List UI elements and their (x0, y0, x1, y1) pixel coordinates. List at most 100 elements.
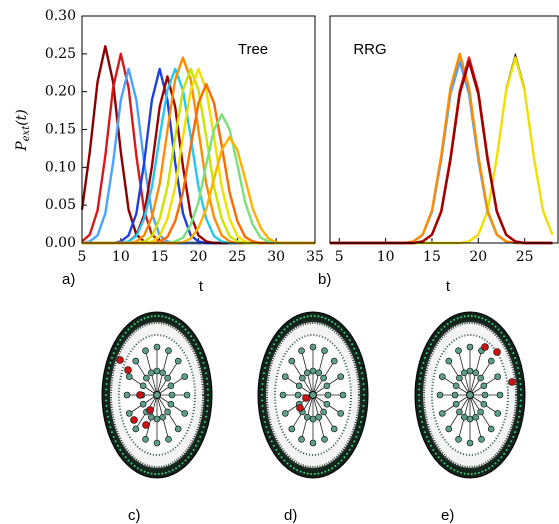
tree-leaf (437, 456, 440, 459)
tree-node (320, 374, 327, 382)
tree-node (315, 413, 323, 421)
x-tick-label: 15 (151, 249, 169, 265)
tree-leaf (197, 440, 200, 443)
tree-leaf (423, 431, 426, 434)
tree-leaf (519, 404, 522, 407)
tree-node (472, 369, 480, 377)
tree-leaf (306, 472, 309, 475)
tree-node (309, 343, 317, 351)
tree-leaf (434, 452, 437, 455)
tree-leaf (500, 331, 503, 334)
y-tick-label: 0.00 (45, 235, 76, 251)
tree-node (147, 413, 155, 421)
tree-leaf (449, 467, 452, 470)
tree-node (165, 436, 172, 443)
tree-leaf (147, 316, 150, 319)
tree-node (321, 347, 328, 354)
tree-leaf (463, 472, 466, 475)
tree-leaf (340, 328, 343, 331)
tree-node (153, 367, 161, 375)
tree-node (309, 439, 317, 447)
tree-leaf (418, 394, 420, 396)
tree-leaf (195, 444, 198, 447)
tree-leaf (317, 472, 320, 475)
tree-leaf (261, 388, 264, 391)
infected-node (146, 406, 154, 414)
tree-node (142, 436, 149, 443)
tree-leaf (425, 435, 428, 438)
tree-leaf (359, 366, 362, 369)
tree-leaf (133, 465, 136, 468)
tree-node (174, 425, 182, 433)
tree-node (323, 400, 331, 408)
tree-leaf (105, 383, 108, 386)
tree-leaf (270, 440, 273, 443)
tree-leaf (275, 448, 278, 451)
tree-node (183, 391, 191, 399)
tree-leaf (106, 372, 109, 375)
tree-leaf (351, 444, 354, 447)
tree-leaf (519, 383, 522, 386)
infected-node (116, 356, 124, 364)
tree-leaf (443, 462, 446, 465)
tree-leaf (289, 322, 292, 325)
tree-leaf (168, 470, 171, 473)
tree-node (330, 357, 338, 365)
tree-node (315, 369, 323, 377)
tree-leaf (510, 347, 513, 350)
y-tick-label: 0.10 (45, 159, 76, 175)
tree-leaf (320, 316, 323, 319)
tree-leaf (419, 410, 422, 413)
tree-leaf (432, 339, 435, 342)
tree-leaf (197, 347, 200, 350)
tree-leaf (518, 415, 521, 418)
tree-leaf (429, 343, 432, 346)
tree-node (125, 373, 133, 380)
infected-node (296, 404, 304, 412)
y-tick-label: 0.15 (45, 122, 76, 138)
y-tick-label: 0.30 (45, 8, 76, 24)
tree-leaf (261, 404, 264, 407)
tree-node (147, 369, 155, 377)
tree-leaf (306, 315, 309, 318)
x-tick-label: 25 (228, 249, 246, 265)
tree-leaf (206, 404, 209, 407)
tree-root (466, 391, 474, 399)
tree-node (456, 374, 463, 382)
y-label-suffix: (t) (14, 109, 30, 126)
tree-leaf (161, 315, 164, 318)
tree-leaf (497, 328, 500, 331)
tree-leaf (467, 472, 470, 475)
tree-node (455, 436, 462, 443)
tree-leaf (268, 352, 271, 355)
tree-leaf (264, 366, 267, 369)
tree-leaf (280, 456, 283, 459)
infected-node (481, 343, 489, 351)
tree-leaf (477, 471, 480, 474)
tree-leaf (460, 316, 463, 319)
tree-leaf (203, 366, 206, 369)
tree-node (142, 347, 149, 354)
tree-leaf (268, 435, 271, 438)
tree-leaf (286, 325, 289, 328)
infected-node (124, 366, 132, 374)
tree-root (309, 391, 317, 399)
tree-leaf (262, 372, 265, 375)
tree-leaf (515, 361, 518, 364)
x-tick-label: 10 (377, 249, 395, 265)
tree-leaf (497, 459, 500, 462)
tree-node (153, 439, 161, 447)
tree-leaf (418, 399, 421, 402)
tree-node (477, 408, 484, 416)
tree-leaf (437, 331, 440, 334)
tree-leaf (116, 343, 119, 346)
tree-node (132, 357, 140, 365)
y-tick-label: 0.25 (45, 46, 76, 62)
tree-leaf (446, 322, 449, 325)
tree-leaf (114, 347, 117, 350)
tree-leaf (105, 399, 108, 402)
tree-node (438, 373, 446, 380)
tree-leaf (481, 470, 484, 473)
tree-leaf (363, 394, 365, 396)
tree-leaf (261, 394, 263, 396)
